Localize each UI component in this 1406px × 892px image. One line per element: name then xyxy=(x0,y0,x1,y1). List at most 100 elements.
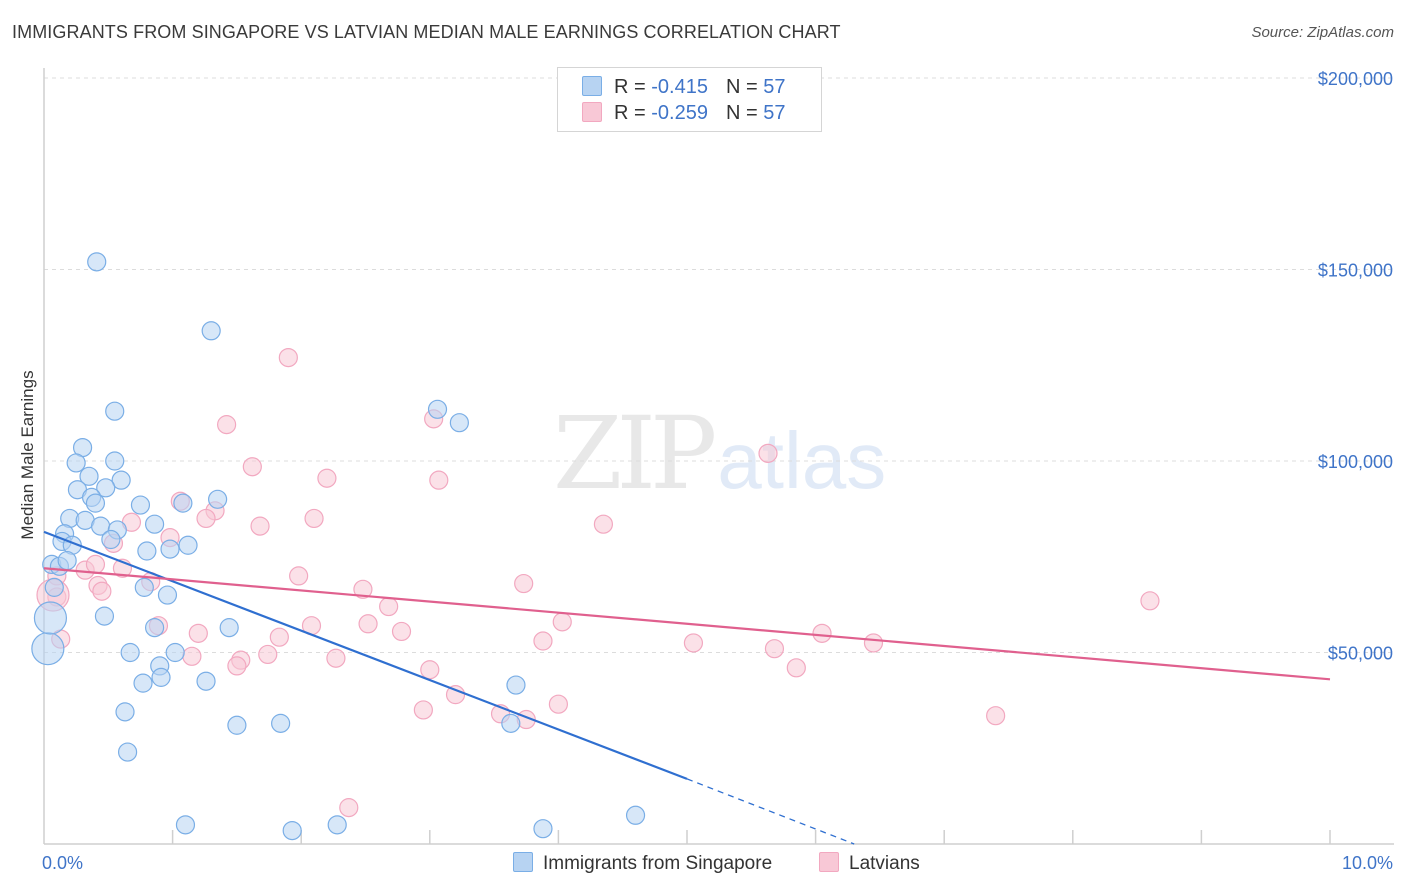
legend-swatch-latvians xyxy=(582,102,602,122)
point-latvians xyxy=(217,415,237,435)
point-latvians xyxy=(304,508,324,529)
x-tick-label: 10.0% xyxy=(1342,853,1393,873)
point-singapore xyxy=(94,606,115,626)
point-latvians xyxy=(182,646,202,666)
point-singapore xyxy=(133,673,153,693)
point-singapore xyxy=(117,742,138,762)
y-axis-label: Median Male Earnings xyxy=(18,370,37,539)
bottom-legend-latvians: Latvians xyxy=(819,852,920,875)
point-singapore xyxy=(105,401,125,421)
point-singapore xyxy=(96,478,116,498)
point-singapore xyxy=(175,815,196,835)
grid-lines xyxy=(44,77,1394,653)
point-latvians xyxy=(339,798,359,818)
point-singapore xyxy=(219,618,239,638)
correlation-legend: R = -0.415 N = 57 R = -0.259 N = 57 xyxy=(557,67,822,132)
point-latvians xyxy=(413,700,433,720)
point-singapore xyxy=(31,632,65,666)
point-singapore xyxy=(87,252,107,272)
data-points xyxy=(31,252,1160,841)
point-singapore xyxy=(178,535,198,555)
point-latvians xyxy=(812,623,832,643)
point-singapore xyxy=(201,321,221,341)
point-singapore xyxy=(173,493,193,513)
legend-n-value: 57 xyxy=(763,76,786,98)
bottom-legend-singapore: Immigrants from Singapore xyxy=(513,852,772,875)
point-latvians xyxy=(278,347,298,368)
point-latvians xyxy=(764,639,785,659)
legend-r-value: -0.415 xyxy=(651,76,708,98)
point-singapore xyxy=(33,601,68,635)
point-singapore xyxy=(282,820,302,841)
legend-swatch-singapore xyxy=(582,76,602,96)
trend-line-singapore xyxy=(43,530,688,780)
point-latvians xyxy=(391,621,412,642)
y-tick-label: $200,000 xyxy=(1318,69,1393,89)
point-singapore xyxy=(625,805,646,825)
point-latvians xyxy=(429,470,449,490)
point-latvians xyxy=(683,633,704,653)
point-singapore xyxy=(427,399,448,419)
trend-line-singapore-extension xyxy=(686,778,855,845)
point-latvians xyxy=(227,656,247,676)
legend-n-label: N = xyxy=(725,76,758,98)
axis-labels: $50,000 $100,000 $150,000 $200,000 0.0% 10.0%… xyxy=(18,69,1393,873)
point-latvians xyxy=(863,633,884,653)
y-tick-label: $150,000 xyxy=(1318,261,1393,281)
point-singapore xyxy=(506,675,526,695)
point-latvians xyxy=(196,508,216,529)
point-singapore xyxy=(533,819,553,839)
bottom-legend-swatch-latvians xyxy=(819,852,839,872)
point-latvians xyxy=(92,581,112,601)
y-tick-label: $100,000 xyxy=(1318,452,1393,472)
point-singapore xyxy=(151,667,171,687)
point-latvians xyxy=(548,694,569,714)
point-singapore xyxy=(327,815,347,835)
axes xyxy=(43,68,1394,845)
point-latvians xyxy=(250,516,270,536)
point-latvians xyxy=(358,614,378,634)
legend-n-value: 57 xyxy=(763,102,786,124)
chart-title: IMMIGRANTS FROM SINGAPORE VS LATVIAN MED… xyxy=(12,22,841,42)
point-latvians xyxy=(593,514,614,534)
point-singapore xyxy=(144,618,165,638)
point-latvians xyxy=(986,706,1006,726)
point-latvians xyxy=(533,631,553,651)
legend-r-value: -0.259 xyxy=(651,102,708,124)
point-singapore xyxy=(449,413,469,433)
point-singapore xyxy=(115,702,135,722)
trend-lines xyxy=(43,530,1331,845)
point-singapore xyxy=(130,495,151,515)
point-singapore xyxy=(66,453,86,473)
point-latvians xyxy=(758,443,778,463)
trend-line-latvians xyxy=(43,567,1331,681)
x-tick-label: 0.0% xyxy=(42,853,83,873)
point-latvians xyxy=(445,685,466,705)
bottom-legend-label-singapore: Immigrants from Singapore xyxy=(543,853,773,874)
point-singapore xyxy=(501,713,521,733)
point-singapore xyxy=(57,550,77,571)
point-latvians xyxy=(85,554,106,575)
point-latvians xyxy=(514,573,534,594)
point-singapore xyxy=(44,577,64,597)
point-singapore xyxy=(271,713,291,733)
point-latvians xyxy=(379,596,399,617)
point-latvians xyxy=(242,457,262,477)
point-singapore xyxy=(134,577,154,597)
point-latvians xyxy=(289,566,309,586)
point-latvians xyxy=(353,579,373,599)
point-singapore xyxy=(196,671,216,691)
legend-r-label: R = xyxy=(614,102,646,124)
chart-source: Source: ZipAtlas.com xyxy=(1251,24,1394,41)
point-latvians xyxy=(317,468,337,488)
point-latvians xyxy=(258,644,278,665)
point-singapore xyxy=(85,493,106,513)
bottom-legend-swatch-singapore xyxy=(513,852,533,872)
legend-row-latvians: R = -0.259 N = 57 xyxy=(582,102,785,126)
bottom-legend-label-latvians: Latvians xyxy=(849,853,920,874)
y-tick-label: $50,000 xyxy=(1328,644,1393,664)
point-singapore xyxy=(120,642,140,663)
point-singapore xyxy=(157,585,178,605)
point-latvians xyxy=(1140,591,1160,611)
point-latvians xyxy=(188,623,208,643)
